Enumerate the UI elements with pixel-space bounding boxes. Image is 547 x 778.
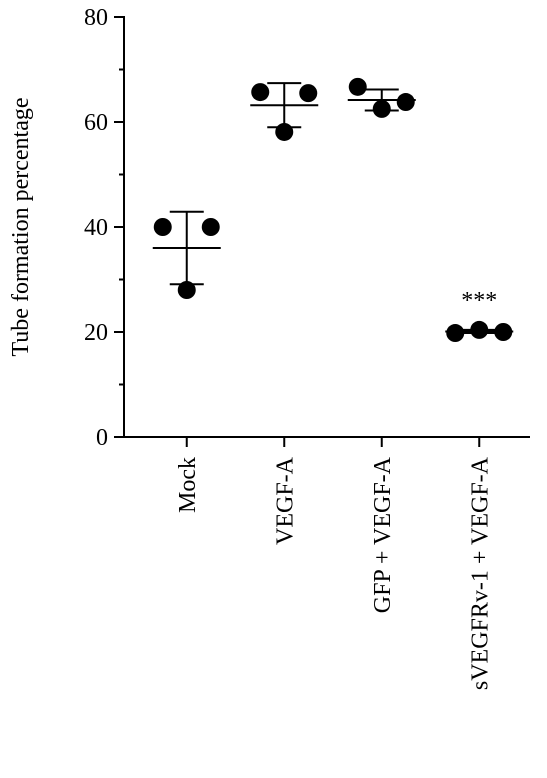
x-tick-label: sVEGFRv-1 + VEGF-A <box>467 456 493 690</box>
y-tick-label: 80 <box>84 5 108 31</box>
y-tick-label: 20 <box>84 320 108 346</box>
data-point <box>275 122 294 141</box>
data-point <box>299 84 318 103</box>
y-tick-label: 60 <box>84 110 108 136</box>
y-tick-label: 0 <box>96 425 108 451</box>
data-point <box>348 77 367 96</box>
data-point <box>177 281 196 299</box>
x-tick-label: Mock <box>175 457 201 513</box>
data-point <box>372 99 391 118</box>
data-point <box>494 323 513 341</box>
data-point <box>201 218 220 236</box>
y-axis-label: Tube formation percentage <box>8 97 34 356</box>
x-tick-label: GFP + VEGF-A <box>370 456 396 613</box>
significance-label: *** <box>461 288 497 314</box>
y-tick-label: 40 <box>84 215 108 241</box>
data-point <box>446 324 465 343</box>
data-point <box>470 320 489 339</box>
data-point <box>396 93 415 112</box>
x-tick-label: VEGF-A <box>272 456 298 545</box>
data-point <box>251 83 270 102</box>
data-point <box>153 218 172 236</box>
